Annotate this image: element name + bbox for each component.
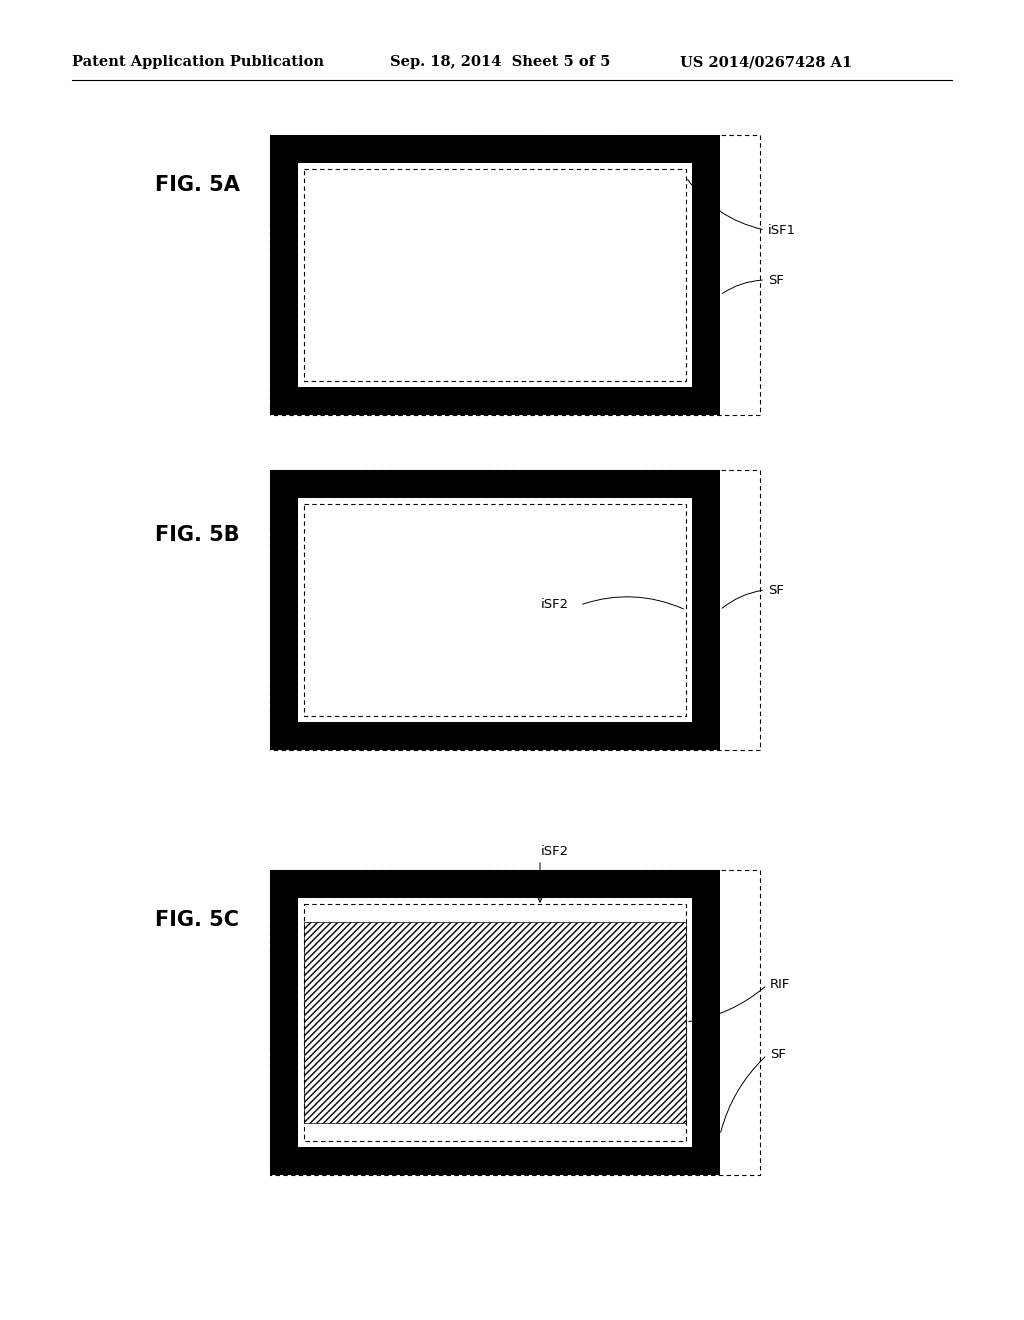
Bar bbox=[270, 135, 760, 414]
Bar bbox=[298, 498, 692, 722]
Bar bbox=[298, 162, 692, 387]
Text: FIG. 5C: FIG. 5C bbox=[155, 909, 239, 931]
Text: Sep. 18, 2014  Sheet 5 of 5: Sep. 18, 2014 Sheet 5 of 5 bbox=[390, 55, 610, 69]
Bar bbox=[270, 870, 760, 1175]
Bar bbox=[304, 904, 686, 1140]
Text: iSF2: iSF2 bbox=[541, 845, 569, 858]
Bar bbox=[298, 898, 692, 1147]
Text: FIG. 5B: FIG. 5B bbox=[155, 525, 240, 545]
Bar bbox=[270, 470, 720, 750]
Bar bbox=[304, 169, 686, 381]
Text: SF: SF bbox=[770, 1048, 785, 1061]
Bar bbox=[270, 135, 720, 414]
Text: US 2014/0267428 A1: US 2014/0267428 A1 bbox=[680, 55, 852, 69]
Text: FIG. 5A: FIG. 5A bbox=[155, 176, 240, 195]
Bar bbox=[304, 504, 686, 715]
Text: iSF2: iSF2 bbox=[541, 598, 569, 611]
Text: iSF1: iSF1 bbox=[768, 223, 796, 236]
Text: SF: SF bbox=[768, 583, 784, 597]
Bar bbox=[304, 921, 686, 1123]
Text: RIF: RIF bbox=[770, 978, 791, 991]
Text: SF: SF bbox=[768, 273, 784, 286]
Bar bbox=[270, 470, 760, 750]
Bar bbox=[270, 870, 720, 1175]
Text: Patent Application Publication: Patent Application Publication bbox=[72, 55, 324, 69]
